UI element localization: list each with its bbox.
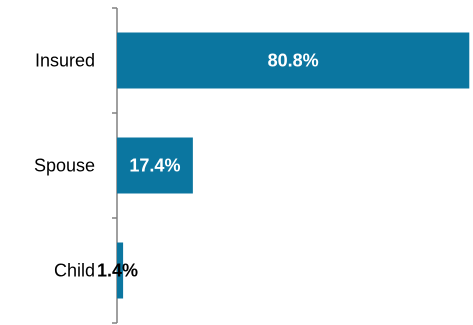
data-label-child: 1.4% [97, 261, 138, 281]
bar-child [117, 242, 124, 299]
labels-group: Insured 80.8% Spouse 17.4% Child 1.4% [34, 51, 319, 281]
category-label-insured: Insured [35, 51, 95, 71]
category-label-spouse: Spouse [34, 156, 95, 176]
bar-spouse [117, 137, 193, 194]
data-label-insured: 80.8% [268, 51, 319, 71]
bar-insured [117, 32, 470, 89]
category-label-child: Child [54, 261, 95, 281]
data-label-spouse: 17.4% [129, 156, 180, 176]
bars-group [117, 32, 470, 299]
